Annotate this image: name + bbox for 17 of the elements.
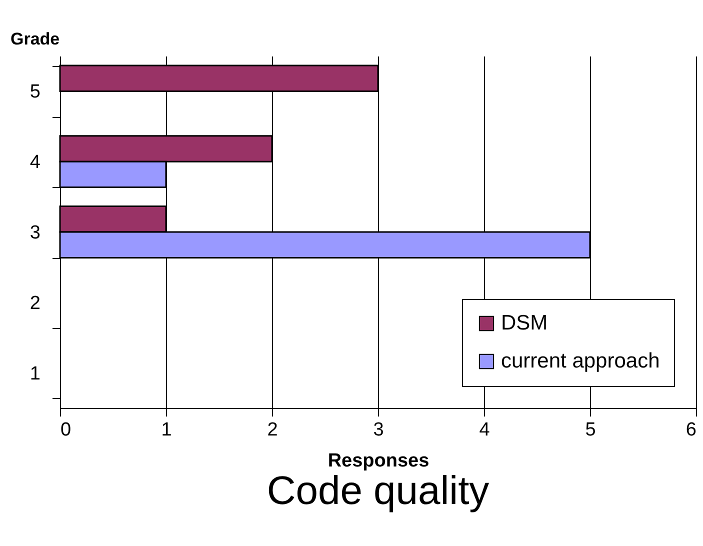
x-tick-label: 3 — [373, 420, 384, 440]
x-tick-label: 2 — [267, 420, 278, 440]
y-tick-label: 1 — [30, 363, 40, 384]
y-tick-label: 4 — [30, 152, 41, 174]
legend-label: current approach — [501, 350, 660, 372]
y-tick-label: 2 — [30, 292, 40, 314]
y-tick-label: 3 — [30, 222, 40, 244]
x-tick-label: 1 — [161, 420, 172, 440]
x-tick-label: 5 — [585, 420, 596, 440]
legend-label: DSM — [501, 312, 548, 334]
x-tick-label: 0 — [60, 420, 72, 440]
y-axis-title: Grade — [10, 30, 60, 48]
x-tick-label: 6 — [686, 420, 696, 440]
text: Code quality — [266, 469, 490, 513]
x-tick-label: 4 — [479, 420, 490, 440]
x-axis-title: Responses — [328, 450, 430, 472]
y-tick-label: 5 — [30, 82, 40, 103]
